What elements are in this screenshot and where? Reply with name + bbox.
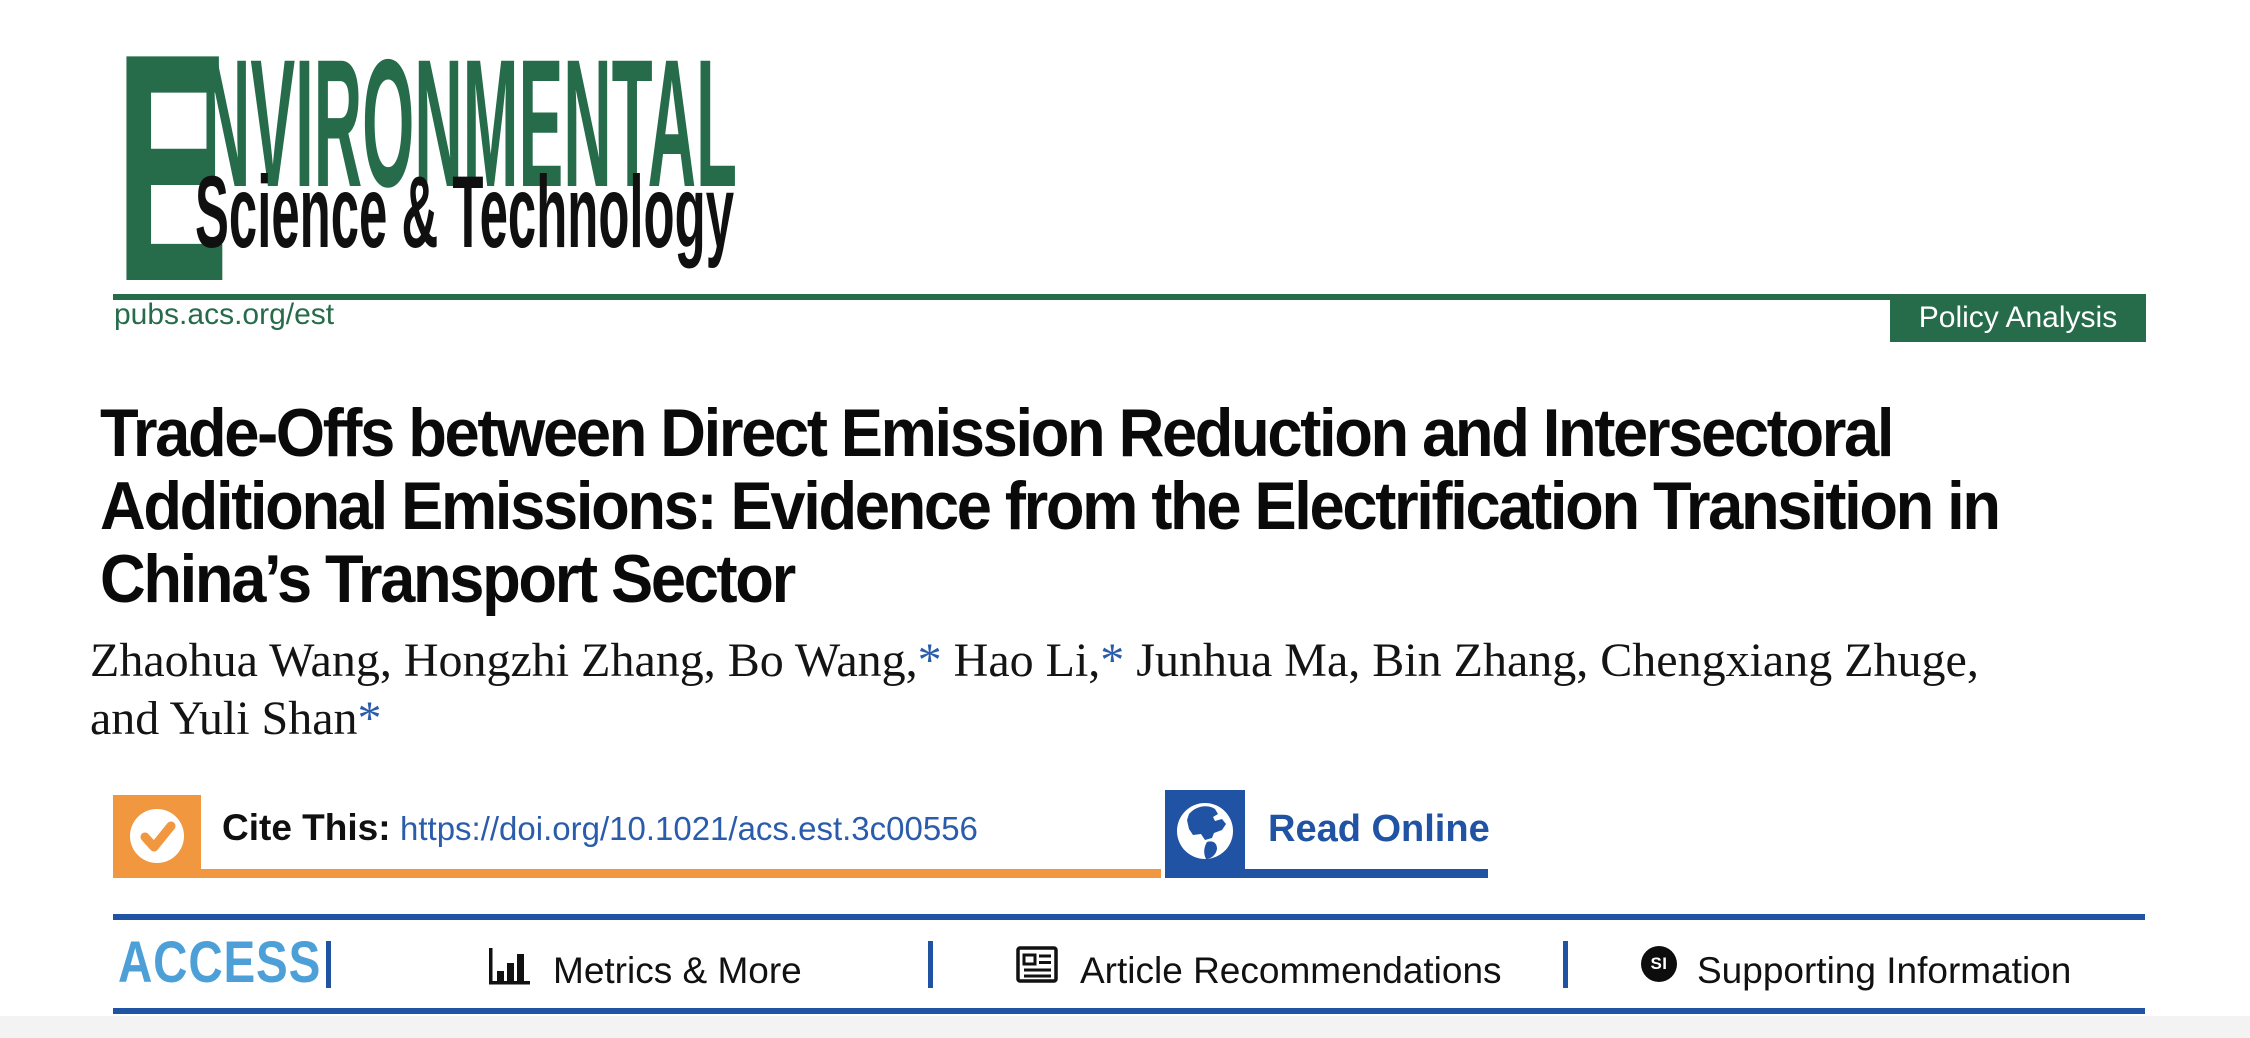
cite-this-label: Cite This: [222,807,391,848]
author-line-1: Zhaohua Wang, Hongzhi Zhang, Bo Wang,* H… [90,632,1979,690]
read-online-underline [1245,869,1488,878]
journal-logo-initial: E [115,40,229,285]
access-separator [1563,941,1568,988]
author-names: Hao Li, [941,634,1101,687]
si-badge-icon: SI [1641,946,1677,982]
corresponding-author-asterisk: * [917,634,942,687]
globe-icon [1177,803,1233,859]
read-online-link[interactable]: Read Online [1268,808,1490,850]
corresponding-author-asterisk: * [357,692,382,745]
access-strip-bottom-rule [113,1008,2145,1014]
journal-logo-line2: Science & Technology [195,155,734,269]
doi-link[interactable]: https://doi.org/10.1021/acs.est.3c00556 [400,810,978,847]
title-line-1: Trade-Offs between Direct Emission Reduc… [100,395,1894,471]
journal-logo-line1: NVIRONMENTAL [202,40,737,225]
article-title: Trade-Offs between Direct Emission Reduc… [100,395,2001,617]
access-separator [928,941,933,988]
author-line-2: and Yuli Shan* [90,690,1979,748]
author-names: Zhaohua Wang, Hongzhi Zhang, Bo Wang, [90,634,918,687]
cite-underline [113,869,1161,878]
masthead-rule [113,294,1892,300]
journal-logo: E NVIRONMENTAL Science & Technology [115,40,737,285]
author-names: Junhua Ma, Bin Zhang, Chengxiang Zhuge, [1124,634,1979,687]
author-names: and Yuli Shan [90,692,358,745]
check-icon [130,809,184,863]
corresponding-author-asterisk: * [1100,634,1125,687]
newspaper-icon [1016,946,1058,983]
abstract-section-background [0,1016,2250,1038]
access-separator [326,941,331,988]
supporting-information-link[interactable]: Supporting Information [1697,950,2072,991]
article-recommendations-link[interactable]: Article Recommendations [1080,950,1502,991]
author-list: Zhaohua Wang, Hongzhi Zhang, Bo Wang,* H… [90,632,1979,748]
journal-site-link[interactable]: pubs.acs.org/est [114,298,335,331]
bar-chart-icon [489,948,530,985]
access-link[interactable]: ACCESS [118,930,322,995]
access-strip-top-rule [113,914,2145,920]
article-type-badge: Policy Analysis [1890,294,2146,342]
title-line-2: Additional Emissions: Evidence from the … [100,468,2001,544]
read-online-button[interactable] [1165,790,1245,878]
metrics-and-more-link[interactable]: Metrics & More [553,950,802,991]
cite-this-block [113,795,201,878]
title-line-3: China’s Transport Sector [100,541,796,617]
